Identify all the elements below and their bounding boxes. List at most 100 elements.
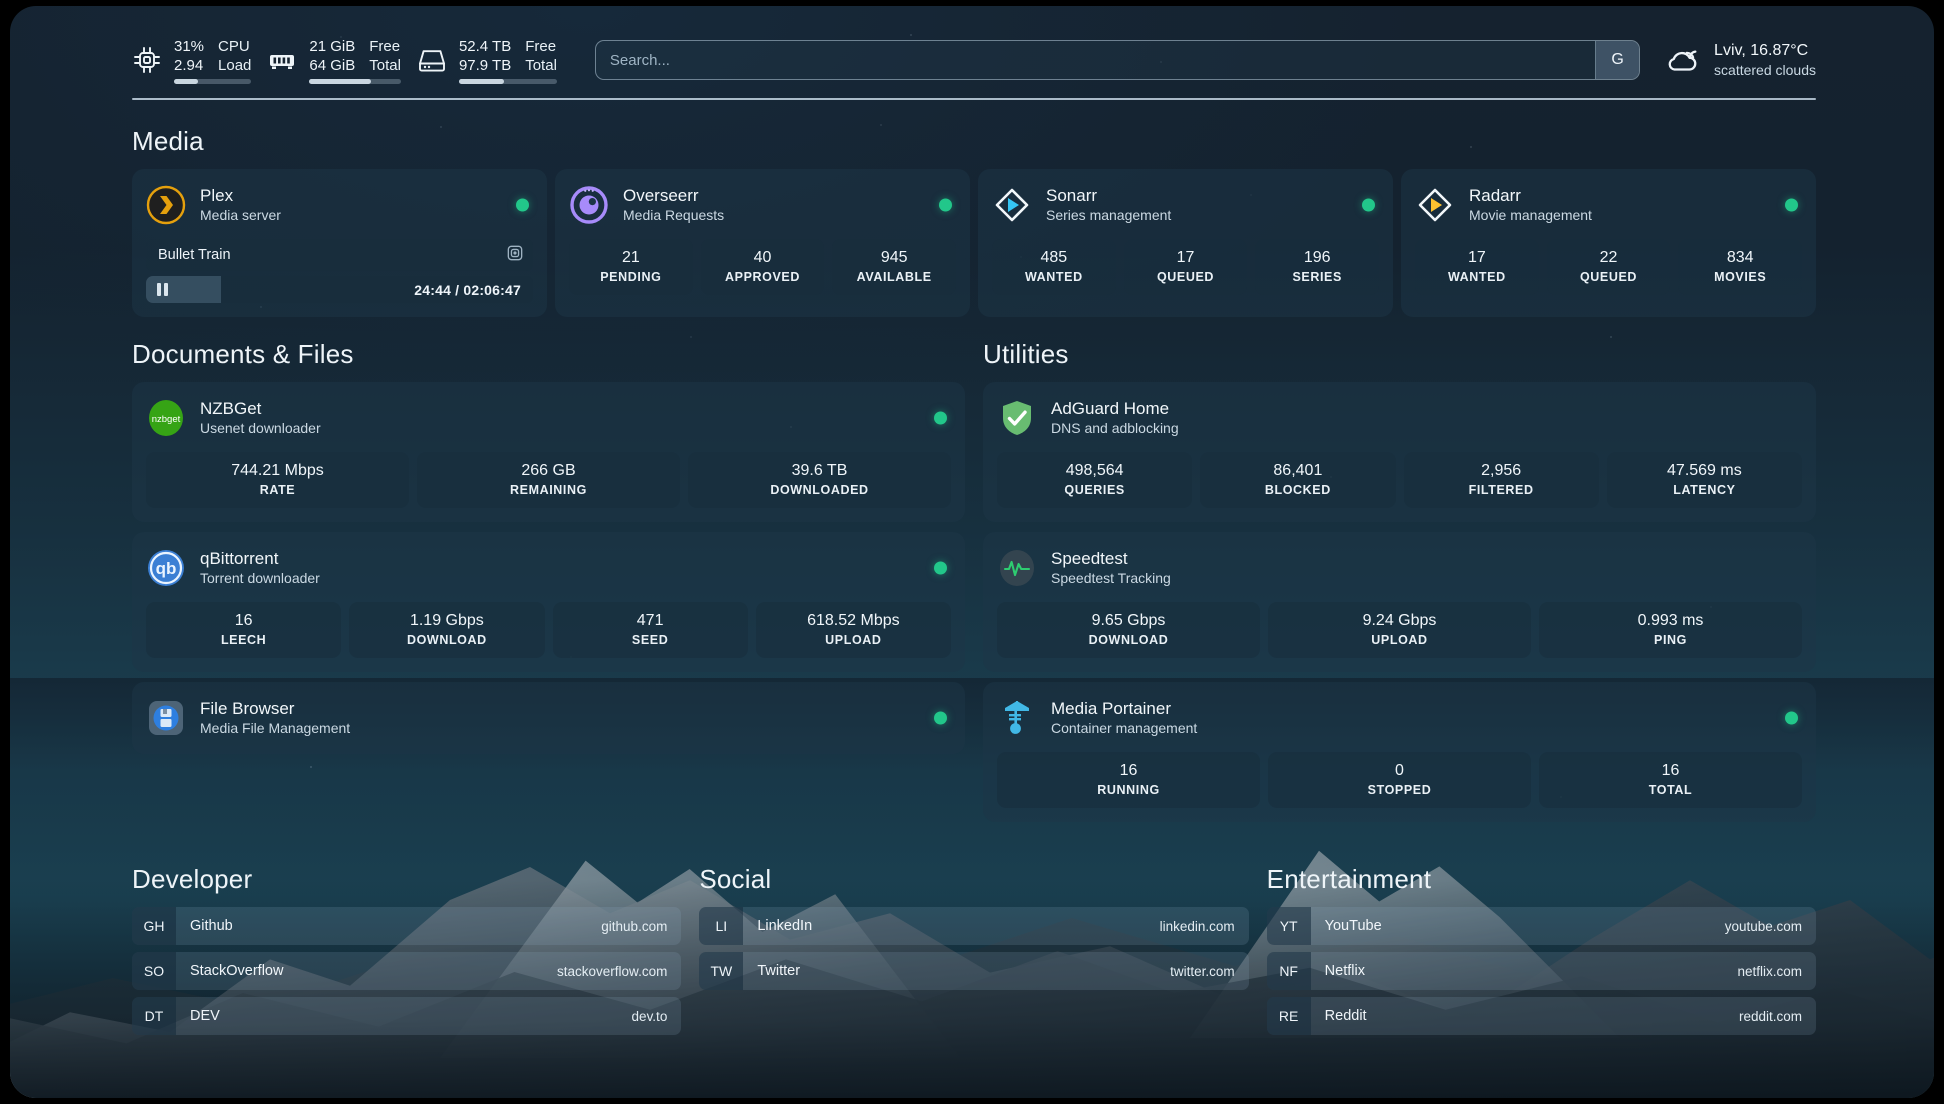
stat-tile[interactable]: 196 SERIES [1255, 239, 1380, 295]
bookmark-item[interactable]: TW Twitter twitter.com [699, 952, 1249, 990]
bookmark-item[interactable]: NF Netflix netflix.com [1266, 952, 1816, 990]
stat-tile[interactable]: 16 LEECH [146, 602, 342, 658]
bookmark-name: StackOverflow [190, 963, 284, 979]
stat-value: 16 [1661, 762, 1680, 779]
now-playing-title-bar[interactable]: Bullet Train [146, 239, 533, 271]
search-input[interactable] [595, 51, 1596, 69]
stat-row: 16 RUNNING 0 STOPPED 16 TOTAL [997, 752, 1802, 808]
service-header[interactable]: File Browser Media File Management [146, 696, 951, 740]
stat-tile[interactable]: 40 APPROVED [700, 239, 825, 295]
stat-tile[interactable]: 945 AVAILABLE [832, 239, 957, 295]
service-card[interactable]: AdGuard Home DNS and adblocking 498,564 QUE… [983, 382, 1816, 522]
service-header[interactable]: AdGuard Home DNS and adblocking [997, 396, 1802, 440]
stat-value: 1.19 Gbps [409, 612, 484, 629]
stat-value: 86,401 [1273, 462, 1323, 479]
service-card[interactable]: Radarr Movie management 17 WANTED 22 QUEUED 83… [1401, 169, 1816, 317]
stat-tile[interactable]: 2,956 FILTERED [1403, 452, 1599, 508]
bookmark-group-title: Social [699, 864, 772, 894]
stat-tile[interactable]: 0.993 ms PING [1539, 602, 1802, 658]
bookmark-url: stackoverflow.com [557, 963, 668, 979]
filebrowser-icon [146, 698, 186, 738]
radarr-icon [1415, 185, 1455, 225]
stat-tile[interactable]: 22 QUEUED [1546, 239, 1671, 295]
resource-value-secondary: 64 GiB [309, 56, 356, 74]
stat-label: STOPPED [1367, 783, 1432, 797]
disk-icon [417, 45, 447, 75]
bookmark-abbr: GH [132, 907, 176, 945]
service-card[interactable]: File Browser Media File Management [132, 682, 965, 754]
stat-label: PENDING [600, 270, 662, 284]
stat-tile[interactable]: 47.569 ms LATENCY [1606, 452, 1802, 508]
stat-tile[interactable]: 86,401 BLOCKED [1200, 452, 1396, 508]
service-name: NZBGet [200, 399, 262, 418]
stat-tile[interactable]: 21 PENDING [569, 239, 693, 295]
service-header[interactable]: Overseerr Media Requests [569, 183, 956, 227]
stat-tile[interactable]: 16 TOTAL [1539, 752, 1802, 808]
stat-row: 498,564 QUERIES 86,401 BLOCKED 2,956 FILTERED… [997, 452, 1802, 508]
utilities-column: Utilities AdGuard Home DNS and adblocking… [983, 339, 1816, 822]
bookmark-name: YouTube [1324, 918, 1382, 934]
bookmark-item[interactable]: DT DEV dev.to [132, 997, 682, 1035]
stat-tile[interactable]: 618.52 Mbps UPLOAD [755, 602, 951, 658]
stat-tile[interactable]: 39.6 TB DOWNLOADED [688, 452, 951, 508]
service-header[interactable]: Plex Media server [146, 183, 533, 227]
service-card[interactable]: Media Portainer Container management 16 RUN… [983, 682, 1816, 822]
stat-value: 9.65 Gbps [1091, 612, 1166, 629]
service-card[interactable]: Plex Media server Bullet Train 24:44 / 02:0… [132, 169, 547, 317]
stat-tile[interactable]: 266 GB REMAINING [417, 452, 680, 508]
bookmark-item[interactable]: GH Github github.com [132, 907, 682, 945]
content: Media Plex Media server Bullet Train 24:44 … [132, 126, 1816, 1098]
bookmark-item[interactable]: LI LinkedIn linkedin.com [699, 907, 1249, 945]
stat-tile[interactable]: 1.19 Gbps DOWNLOAD [349, 602, 545, 658]
service-card[interactable]: nzbget NZBGet Usenet downloader 744.21 Mbps… [132, 382, 965, 522]
service-header[interactable]: Radarr Movie management [1415, 183, 1802, 227]
section-title-documents: Documents & Files [132, 339, 354, 369]
bookmark-abbr: SO [132, 952, 176, 990]
resource-disk: 52.4 TB 97.9 TB Free Total [417, 37, 557, 84]
stat-tile[interactable]: 9.65 Gbps DOWNLOAD [997, 602, 1260, 658]
service-card[interactable]: Sonarr Series management 485 WANTED 17 QUEUED… [978, 169, 1393, 317]
service-header[interactable]: Speedtest Speedtest Tracking [997, 546, 1802, 590]
bookmark-item[interactable]: RE Reddit reddit.com [1266, 997, 1816, 1035]
status-indicator [934, 711, 947, 725]
service-header[interactable]: Sonarr Series management [992, 183, 1379, 227]
stat-row: 9.65 Gbps DOWNLOAD 9.24 Gbps UPLOAD 0.993 ms… [997, 602, 1802, 658]
service-header[interactable]: Media Portainer Container management [997, 696, 1802, 740]
service-card[interactable]: Speedtest Speedtest Tracking 9.65 Gbps DOWN… [983, 532, 1816, 672]
stat-tile[interactable]: 16 RUNNING [997, 752, 1260, 808]
service-card[interactable]: Overseerr Media Requests 21 PENDING 40 APPROV… [555, 169, 970, 317]
bookmark-name: Twitter [757, 963, 801, 979]
header-divider [132, 98, 1816, 100]
stat-tile[interactable]: 0 STOPPED [1268, 752, 1531, 808]
stat-tile[interactable]: 744.21 Mbps RATE [146, 452, 409, 508]
bookmark-item[interactable]: SO StackOverflow stackoverflow.com [132, 952, 682, 990]
stat-tile[interactable]: 17 QUEUED [1123, 239, 1248, 295]
bookmark-url: netflix.com [1737, 963, 1802, 979]
service-card[interactable]: qb qBittorrent Torrent downloader 16 LEECH 1.… [132, 532, 965, 672]
stat-tile[interactable]: 498,564 QUERIES [997, 452, 1193, 508]
now-playing-progress[interactable]: 24:44 / 02:06:47 [146, 276, 533, 303]
search-engine-button[interactable]: G [1595, 41, 1640, 79]
stat-tile[interactable]: 485 WANTED [992, 239, 1116, 295]
resource-value-primary: 52.4 TB [458, 37, 512, 55]
svg-text:qb: qb [156, 559, 177, 578]
bookmark-abbr: DT [132, 997, 176, 1035]
weather-widget[interactable]: Lviv, 16.87°C scattered clouds [1664, 41, 1816, 80]
resource-label-secondary: Total [369, 56, 401, 74]
stat-row: 17 WANTED 22 QUEUED 834 MOVIES [1415, 239, 1803, 295]
bookmark-item[interactable]: YT YouTube youtube.com [1266, 907, 1816, 945]
stat-value: 40 [753, 249, 772, 266]
cast-icon[interactable] [507, 245, 523, 265]
stat-label: APPROVED [725, 270, 800, 284]
service-header[interactable]: qb qBittorrent Torrent downloader [146, 546, 951, 590]
search-box[interactable]: G [594, 40, 1641, 80]
stat-tile[interactable]: 471 SEED [552, 602, 748, 658]
resource-label-primary: Free [369, 37, 401, 55]
bookmark-url: linkedin.com [1159, 918, 1235, 934]
service-header[interactable]: nzbget NZBGet Usenet downloader [146, 396, 951, 440]
stat-tile[interactable]: 834 MOVIES [1678, 239, 1803, 295]
resource-value-primary: 21 GiB [309, 37, 356, 55]
stat-tile[interactable]: 17 WANTED [1415, 239, 1539, 295]
pause-icon[interactable] [157, 283, 168, 296]
stat-tile[interactable]: 9.24 Gbps UPLOAD [1268, 602, 1531, 658]
